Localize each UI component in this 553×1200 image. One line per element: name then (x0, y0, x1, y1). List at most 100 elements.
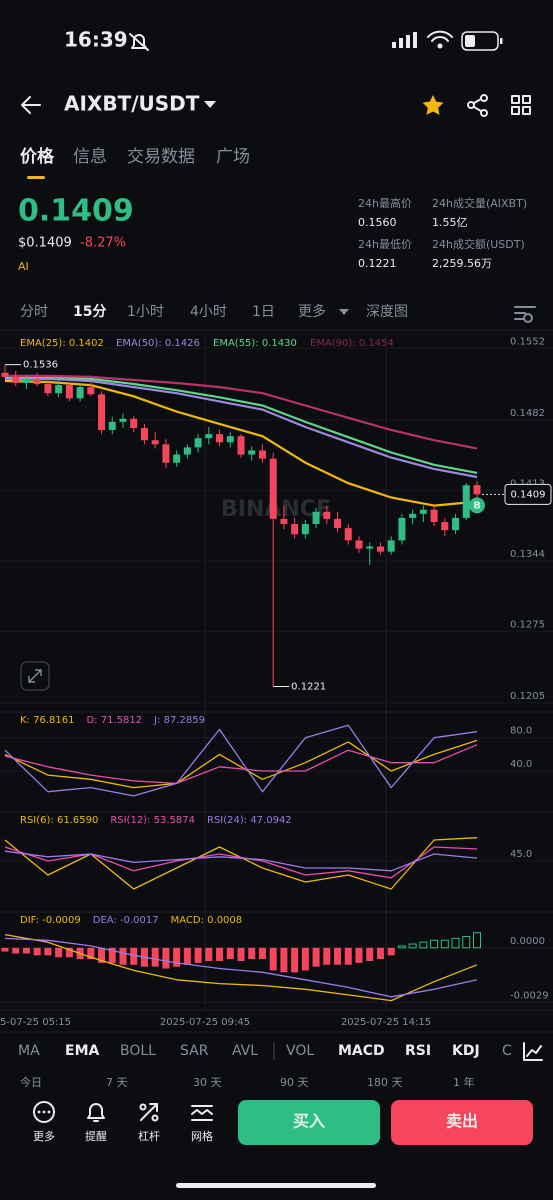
histogram-bar (173, 947, 181, 967)
legend-entry: EMA(50): 0.1426 (116, 338, 200, 349)
histogram-bar (312, 947, 320, 967)
y-tick-label: 0.1344 (510, 549, 545, 560)
interval[interactable]: 4小时 (190, 304, 227, 320)
histogram-bar (183, 947, 191, 965)
y-tick-label: 0.0000 (510, 936, 545, 947)
indicator-tab[interactable]: C (502, 1043, 512, 1059)
interval[interactable]: 1小时 (127, 304, 164, 320)
candle-body (452, 517, 460, 531)
legend-entry: DEA: -0.0017 (93, 915, 159, 926)
histogram-bar (334, 947, 342, 965)
indicator-tab[interactable]: MA (18, 1043, 40, 1059)
indicator-tab[interactable]: KDJ (452, 1043, 480, 1059)
candle-body (130, 418, 138, 428)
change: -8.27% (80, 236, 126, 251)
expand-button[interactable] (20, 661, 50, 691)
histogram-bar (162, 947, 170, 969)
legend-entry: K: 76.8161 (20, 715, 74, 726)
interval[interactable]: 15分 (73, 304, 106, 320)
indicator-tab[interactable]: AVL (232, 1043, 258, 1059)
interval[interactable]: 1日 (252, 304, 275, 320)
indicator-line (4, 379, 478, 507)
usd-price: $0.1409 (18, 236, 72, 251)
interval[interactable]: 更多 (298, 303, 326, 320)
histogram-bar (108, 947, 116, 963)
x-tick-label: 2025-07-25 09:45 (160, 1017, 250, 1028)
candle-body (87, 387, 95, 395)
candle-body (355, 540, 363, 549)
candle-body (108, 421, 116, 431)
interval[interactable]: 深度图 (366, 304, 408, 320)
stat-label: 24h最低价 (358, 238, 412, 251)
histogram-bar (194, 947, 202, 963)
share-button[interactable] (467, 94, 488, 117)
indicator-tab[interactable]: EMA (65, 1043, 99, 1059)
indicator-line (4, 850, 478, 872)
histogram-bar (355, 947, 363, 963)
histogram-bar (291, 947, 299, 973)
tab[interactable]: 交易数据 (127, 147, 195, 167)
y-tick-label: 40.0 (510, 759, 532, 770)
indicator-tab[interactable]: VOL (286, 1043, 314, 1059)
histogram-bar (151, 947, 159, 967)
indicator-settings[interactable] (523, 1042, 543, 1061)
layout-button[interactable] (511, 95, 531, 115)
tool-more[interactable]: 更多 (33, 1101, 55, 1143)
back-button[interactable] (21, 96, 41, 114)
favorite-star[interactable] (422, 95, 444, 115)
candle-body (205, 434, 213, 439)
tab[interactable]: 信息 (73, 147, 107, 167)
y-tick-label: 0.1413 (510, 478, 545, 489)
candle-body (334, 518, 342, 529)
pair-title[interactable]: AIXBT/USDT (64, 92, 200, 116)
histogram-bar (248, 947, 256, 960)
tool-grid[interactable]: 网格 (191, 1105, 213, 1143)
range[interactable]: 90 天 (280, 1076, 309, 1089)
interval[interactable]: 分时 (20, 304, 48, 320)
indicator-tab[interactable]: BOLL (120, 1043, 156, 1059)
indicator-tab[interactable]: RSI (405, 1043, 431, 1059)
indicator-line (4, 937, 478, 998)
stat-value: 0.1560 (358, 216, 397, 229)
range[interactable]: 7 天 (106, 1076, 128, 1089)
indicator-line (4, 933, 478, 1002)
buy-label: 买入 (293, 1112, 325, 1131)
legend-entry: DIF: -0.0009 (20, 915, 81, 926)
indicator-line (5, 377, 478, 479)
histogram-bar (237, 947, 245, 961)
range[interactable]: 1 年 (453, 1075, 475, 1089)
histogram-bar (216, 947, 224, 961)
stat-label: 24h成交量(AIXBT) (432, 196, 527, 210)
tool-margin[interactable]: 杠杆 (138, 1103, 160, 1143)
candle-body (376, 546, 384, 552)
tool-alert[interactable]: 提醒 (85, 1103, 107, 1143)
histogram-bar (65, 947, 73, 958)
candle-body (183, 447, 191, 455)
histogram-bar (451, 937, 460, 949)
sell-button[interactable] (391, 1100, 533, 1145)
histogram-bar (419, 941, 428, 949)
range[interactable]: 今日 (20, 1075, 42, 1089)
pair-dropdown[interactable] (204, 101, 216, 108)
range[interactable]: 30 天 (193, 1076, 222, 1089)
candle-body (119, 418, 127, 422)
histogram-bar (408, 943, 417, 949)
candle-body (291, 524, 299, 535)
indicator-tab[interactable]: MACD (338, 1043, 385, 1059)
range[interactable]: 180 天 (367, 1076, 403, 1089)
candle-body (44, 384, 52, 394)
tab[interactable]: 广场 (216, 147, 250, 167)
low-label: 0.1221 (291, 681, 326, 692)
chart-settings[interactable] (514, 306, 536, 323)
histogram-bar (280, 947, 288, 973)
indicator-tab[interactable]: SAR (180, 1043, 209, 1059)
last-price: 0.1409 (18, 194, 134, 229)
buy-button[interactable] (238, 1100, 380, 1145)
tab[interactable]: 价格 (20, 146, 55, 167)
stat-value: 2,259.56万 (432, 257, 492, 270)
legend-entry: EMA(55): 0.1430 (213, 338, 297, 349)
more-dropdown[interactable] (339, 309, 349, 315)
stat-label: 24h最高价 (358, 196, 412, 210)
